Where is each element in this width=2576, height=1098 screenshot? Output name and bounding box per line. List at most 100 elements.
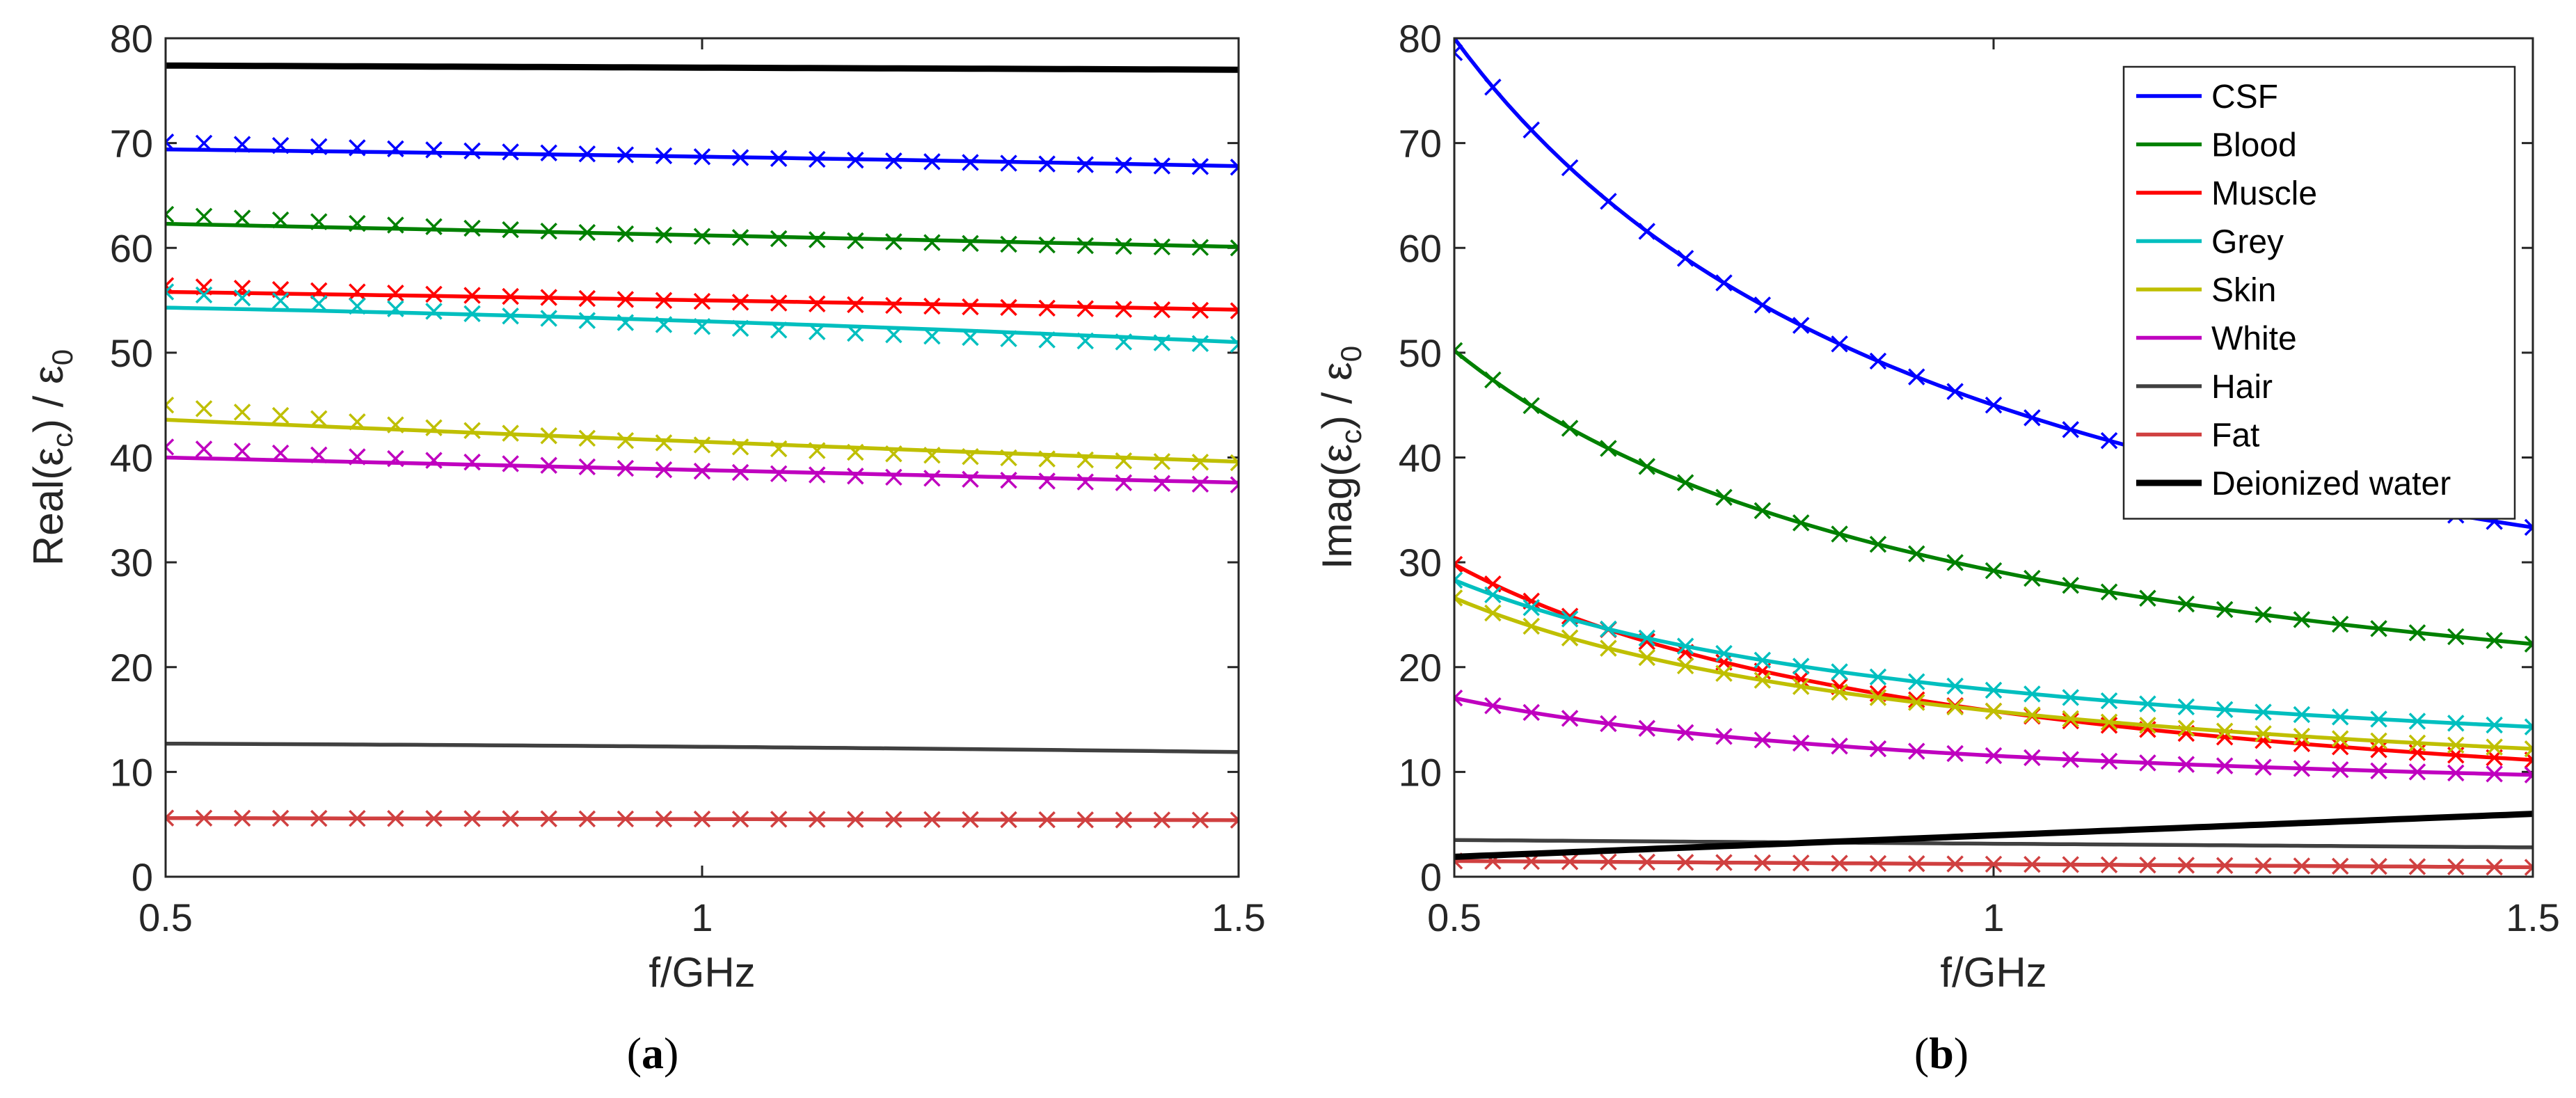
panel-a-marker-muscle <box>1191 301 1209 319</box>
panel-b-marker-white <box>1792 734 1810 752</box>
panel-a-marker-blood <box>578 223 596 241</box>
panel-a-marker-fat <box>425 810 443 827</box>
panel-b-xtick-label: 1.5 <box>2506 896 2560 939</box>
panel-b-xtick-label: 1 <box>1982 896 2004 939</box>
panel-a-series-white <box>166 438 1239 493</box>
panel-b-ylabel-tail: ) / <box>1314 381 1360 429</box>
panel-b-series-white <box>1454 689 2533 783</box>
panel-b-marker-grey <box>2177 698 2195 716</box>
panel-a-marker-grey <box>1191 335 1209 353</box>
panel-a-marker-skin <box>540 427 557 445</box>
panel-a-marker-muscle <box>1038 299 1056 317</box>
panel-a-marker-grey <box>425 303 443 320</box>
panel-a-ytick-label: 80 <box>110 17 153 61</box>
panel-a-marker-muscle <box>693 292 711 310</box>
panel-a-marker-white <box>962 470 979 488</box>
panel-b-marker-fat <box>1985 855 2003 873</box>
panel-a-marker-csf <box>166 133 175 151</box>
panel-b-marker-blood <box>2524 635 2533 653</box>
panel-b-marker-fat <box>2100 856 2118 874</box>
panel-b-marker-white <box>1676 724 1694 742</box>
panel-b-marker-skin <box>1484 604 1502 622</box>
panel-a-marker-blood <box>770 230 788 248</box>
panel-a-marker-skin <box>655 434 673 452</box>
panel-a-marker-fat <box>693 810 711 828</box>
panel-a-marker-fat <box>233 809 251 827</box>
panel-b-marker-white <box>2062 751 2079 768</box>
panel-a-marker-skin <box>1153 453 1171 470</box>
panel-a-ytick-label: 50 <box>110 331 153 375</box>
panel-a-series-fat <box>166 809 1239 829</box>
panel-b-marker-white <box>1715 728 1733 745</box>
panel-b-series-grey <box>1454 571 2533 735</box>
panel-b-marker-white <box>1831 737 1848 755</box>
panel-b-marker-white <box>1869 740 1887 758</box>
panel-a-marker-skin <box>578 429 596 447</box>
panel-a-marker-white <box>1076 473 1094 491</box>
panel-b-marker-blood <box>1715 488 1733 506</box>
panel-a-caption-open: ( <box>627 1028 642 1078</box>
panel-b-marker-grey <box>2486 716 2503 734</box>
panel-b-marker-fat <box>1676 854 1694 871</box>
panel-a-marker-muscle <box>578 289 596 308</box>
panel-a-ytick-label: 10 <box>110 750 153 794</box>
panel-a-marker-csf <box>1000 154 1017 172</box>
panel-a-marker-skin <box>847 443 864 461</box>
panel-a-marker-white <box>166 438 175 456</box>
panel-a-marker-skin <box>1000 449 1017 467</box>
panel-b-marker-fat <box>2177 857 2195 874</box>
panel-b-marker-fat <box>2062 856 2079 873</box>
panel-a-marker-muscle <box>731 294 749 311</box>
panel-b-series-blood <box>1454 342 2533 653</box>
panel-a-marker-grey <box>1038 331 1056 349</box>
panel-a-ytick-label: 40 <box>110 436 153 480</box>
panel-a-marker-blood <box>271 211 289 229</box>
panel-a-marker-grey <box>387 300 404 318</box>
panel-a-marker-white <box>349 448 366 466</box>
panel-a-marker-skin <box>166 396 175 414</box>
panel-b-marker-blood <box>2216 600 2234 619</box>
panel-b-marker-csf <box>1908 368 1925 385</box>
panel-a-marker-white <box>1191 475 1209 493</box>
panel-b-marker-grey <box>1638 629 1656 647</box>
panel-b-marker-csf <box>2062 421 2079 438</box>
panel-b-marker-csf <box>1754 296 1772 314</box>
panel-a-marker-grey <box>617 314 635 331</box>
panel-a-marker-fat <box>540 810 557 827</box>
panel-b-marker-csf <box>2024 409 2041 427</box>
panel-b-marker-blood <box>1600 440 1617 457</box>
panel-a-marker-fat <box>885 811 903 828</box>
panel-a-marker-csf <box>349 139 366 157</box>
panel-a-marker-skin <box>1191 454 1209 471</box>
panel-b-marker-blood <box>1831 525 1848 543</box>
panel-b-marker-csf <box>1715 274 1733 292</box>
panel-b-marker-grey <box>2408 713 2426 730</box>
panel-b-marker-fat <box>1792 854 1810 872</box>
panel-a-marker-grey <box>540 310 557 327</box>
panel-b-marker-white <box>2293 760 2311 777</box>
panel-b-marker-csf <box>1454 44 1463 61</box>
panel-b-marker-csf <box>1946 383 1964 400</box>
panel-a-marker-csf <box>731 149 749 166</box>
panel-a-marker-muscle <box>502 287 519 305</box>
panel-b-legend-label-csf: CSF <box>2211 79 2278 116</box>
panel-a-marker-white <box>463 453 481 471</box>
panel-b-marker-white <box>1985 747 2003 765</box>
panel-a-marker-grey <box>233 289 251 307</box>
panel-a-marker-blood <box>1000 235 1017 253</box>
panel-a-ytick-label: 20 <box>110 646 153 690</box>
panel-a-marker-csf <box>387 140 404 158</box>
panel-b-legend-label-fat: Fat <box>2211 417 2259 454</box>
panel-b-marker-blood <box>2100 583 2118 601</box>
panel-b-marker-skin <box>2255 725 2272 742</box>
panel-a-marker-blood <box>693 228 711 245</box>
panel-a-marker-grey <box>166 283 175 301</box>
panel-b-legend-box <box>2122 65 2516 520</box>
panel-b-marker-skin <box>1600 639 1617 657</box>
panel-a-marker-white <box>310 446 328 464</box>
panel-b-marker-grey <box>1715 644 1733 662</box>
panel-b-marker-fat <box>2293 857 2311 875</box>
panel-a-marker-skin <box>502 424 519 442</box>
panel-b-marker-grey <box>2216 701 2234 719</box>
